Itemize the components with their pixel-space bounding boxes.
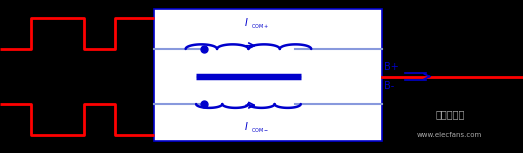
Bar	[154, 9, 382, 141]
Text: $I$: $I$	[244, 16, 248, 28]
Text: B-: B-	[384, 81, 395, 91]
Text: B+: B+	[384, 62, 399, 72]
Text: www.elecfans.com: www.elecfans.com	[417, 132, 482, 138]
Text: $_{\mathrm{COM-}}$: $_{\mathrm{COM-}}$	[251, 126, 269, 135]
Text: $I$: $I$	[244, 120, 248, 132]
Text: 电子发烧友: 电子发烧友	[435, 109, 464, 119]
Text: $_{\mathrm{COM+}}$: $_{\mathrm{COM+}}$	[251, 22, 269, 31]
